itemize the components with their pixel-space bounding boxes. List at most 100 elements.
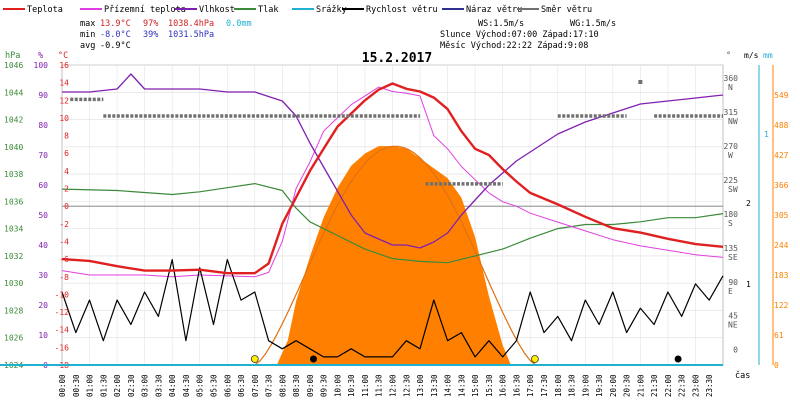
tick-label-rad: 244 xyxy=(774,241,789,250)
tick-label-hpa: 1028 xyxy=(4,306,23,315)
unit-ms: m/s xyxy=(744,51,759,60)
tick-label-time: 19:00 xyxy=(581,374,590,397)
tick-label-time: 10:30 xyxy=(347,374,356,397)
tick-label-deg: 0 xyxy=(733,346,738,355)
tick-label-time: 23:00 xyxy=(691,374,700,397)
tick-label-c: -8 xyxy=(59,273,69,282)
tick-label-c: 6 xyxy=(64,149,69,158)
tick-label-pct: 40 xyxy=(38,241,48,250)
tick-label-time: 06:00 xyxy=(223,374,232,397)
tick-label-ms: 2 xyxy=(746,199,751,208)
legend-label: Rychlost větru xyxy=(366,5,438,15)
tick-label-rad: 61 xyxy=(774,331,784,340)
tick-label-c: -10 xyxy=(55,290,70,299)
tick-label-dir: E xyxy=(728,287,733,296)
stat-min-hum: 39% xyxy=(143,30,158,40)
stat-max-label: max xyxy=(80,19,95,29)
wind-wg: WG:1.5m/s xyxy=(570,19,616,29)
tick-label-time: 20:00 xyxy=(609,374,618,397)
tick-label-hpa: 1036 xyxy=(4,197,23,206)
tick-label-time: 13:30 xyxy=(430,374,439,397)
tick-label-c: -12 xyxy=(55,308,70,317)
series-lines xyxy=(61,73,724,358)
tick-label-time: 04:00 xyxy=(168,374,177,397)
tick-label-hpa: 1038 xyxy=(4,170,23,179)
tick-label-pct: 80 xyxy=(38,121,48,130)
tick-label-pct: 100 xyxy=(34,61,49,70)
wind-ws: WS:1.5m/s xyxy=(478,19,524,29)
tick-label-dir: SW xyxy=(728,185,738,194)
unit-deg: ° xyxy=(726,51,731,61)
tick-label-rad: 488 xyxy=(774,121,789,130)
tick-label-dir: W xyxy=(728,151,733,160)
tick-label-c: 10 xyxy=(59,114,69,123)
tick-label-rad: 305 xyxy=(774,211,789,220)
tick-label-time: 11:30 xyxy=(375,374,384,397)
tick-label-time: 07:30 xyxy=(265,374,274,397)
tick-label-pct: 90 xyxy=(38,91,48,100)
tick-label-rad: 183 xyxy=(774,271,789,280)
stat-max-temp: 13.9°C xyxy=(100,19,131,29)
tick-label-time: 02:00 xyxy=(113,374,122,397)
tick-label-deg: 360 xyxy=(724,74,739,83)
tick-label-mm: 1 xyxy=(764,130,769,139)
tick-label-time: 21:00 xyxy=(636,374,645,397)
unit-mm: mm xyxy=(763,51,773,60)
tick-label-c: 8 xyxy=(64,132,69,141)
tick-label-time: 22:00 xyxy=(664,374,673,397)
tick-label-pct: 60 xyxy=(38,181,48,190)
temperature-line xyxy=(61,82,724,275)
legend-label: Přízemní teplota xyxy=(104,5,186,15)
tick-label-deg: 315 xyxy=(724,108,739,117)
legend-label: Vlhkost xyxy=(199,5,235,15)
tick-label-pct: 10 xyxy=(38,331,48,340)
stat-max-rain: 0.0mm xyxy=(226,19,252,29)
tick-label-c: 16 xyxy=(59,61,69,70)
tick-label-time: 00:00 xyxy=(58,374,67,397)
tick-label-c: 2 xyxy=(64,185,69,194)
tick-label-pct: 30 xyxy=(38,271,48,280)
legend: Teplota Přízemní teplota Vlhkost Tlak Srážky… xyxy=(3,5,592,15)
tick-label-time: 23:30 xyxy=(705,374,714,397)
tick-label-hpa: 1032 xyxy=(4,252,23,261)
sun-moon-panel: WS:1.5m/s WG:1.5m/s Slunce Východ:07:00 … xyxy=(440,19,616,51)
tick-label-time: 03:00 xyxy=(141,374,150,397)
tick-label-hpa: 1042 xyxy=(4,116,23,125)
tick-label-time: 12:00 xyxy=(389,374,398,397)
wind-direction-point xyxy=(638,79,643,84)
stat-max-hum: 97% xyxy=(143,19,158,29)
tick-label-time: 17:30 xyxy=(540,374,549,397)
tick-label-dir: NW xyxy=(728,117,738,126)
wind-speed-line xyxy=(61,259,724,358)
tick-label-hpa: 1034 xyxy=(4,225,23,234)
pressure-line xyxy=(61,183,724,264)
tick-label-deg: 270 xyxy=(724,142,739,151)
moon-times: Měsíc Východ:22:22 Západ:9:08 xyxy=(440,41,588,51)
tick-label-rad: 122 xyxy=(774,301,789,310)
tick-label-dir: S xyxy=(728,219,733,228)
tick-label-time: 15:00 xyxy=(471,374,480,397)
sunset-marker xyxy=(530,355,539,363)
tick-label-time: 12:30 xyxy=(402,374,411,397)
stat-avg-temp: -0.9°C xyxy=(100,41,131,51)
tick-label-ms: 1 xyxy=(746,280,751,289)
tick-label-hpa: 1040 xyxy=(4,143,23,152)
moonrise-marker xyxy=(674,355,682,363)
axis-ticks: 1046104410421040103810361034103210301028… xyxy=(0,61,789,397)
tick-label-hpa: 1046 xyxy=(4,61,23,70)
sun-times: Slunce Východ:07:00 Západ:17:10 xyxy=(440,30,599,40)
tick-label-rad: 427 xyxy=(774,151,789,160)
humidity-line xyxy=(62,73,724,249)
stats-panel: max 13.9°C 97% 1038.4hPa 0.0mm min -8.0°… xyxy=(80,19,252,51)
tick-label-time: 22:30 xyxy=(678,374,687,397)
tick-label-c: -2 xyxy=(59,220,69,229)
unit-c: °C xyxy=(58,51,68,61)
tick-label-time: 00:30 xyxy=(72,374,81,397)
chart-date-title: 15.2.2017 xyxy=(362,51,432,66)
tick-label-deg: 90 xyxy=(728,278,738,287)
tick-label-time: 02:30 xyxy=(127,374,136,397)
tick-label-time: 06:30 xyxy=(237,374,246,397)
tick-label-time: 15:30 xyxy=(485,374,494,397)
unit-pct: % xyxy=(38,51,43,61)
